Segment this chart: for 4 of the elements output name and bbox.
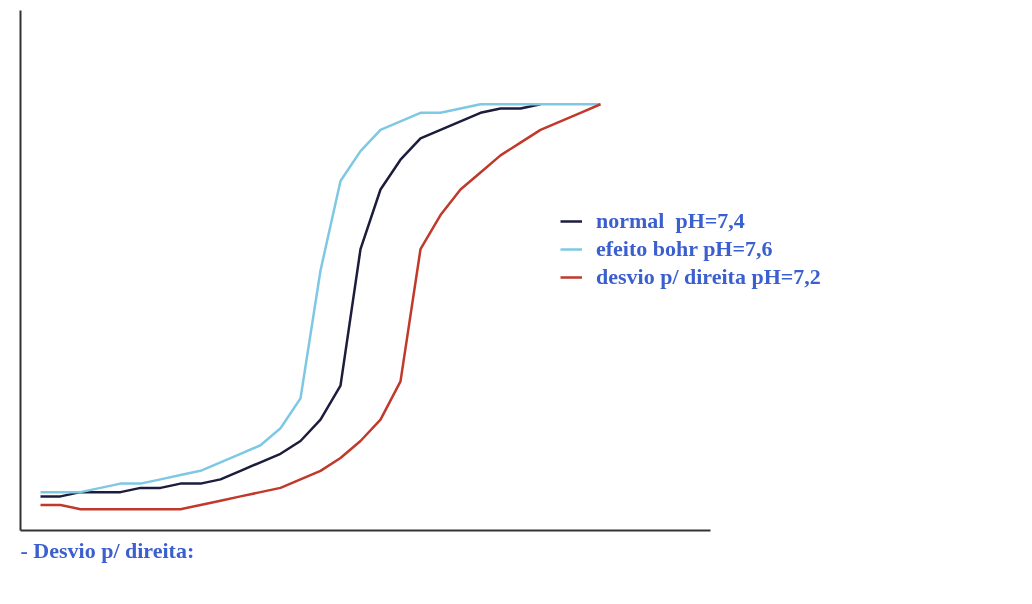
legend-label: efeito bohr pH=7,6 — [596, 236, 773, 262]
text: - Desvio p/ direita: — [20, 537, 195, 563]
legend-label: normal pH=7,4 — [596, 208, 745, 234]
legend-label: desvio p/ direita pH=7,2 — [596, 264, 821, 290]
